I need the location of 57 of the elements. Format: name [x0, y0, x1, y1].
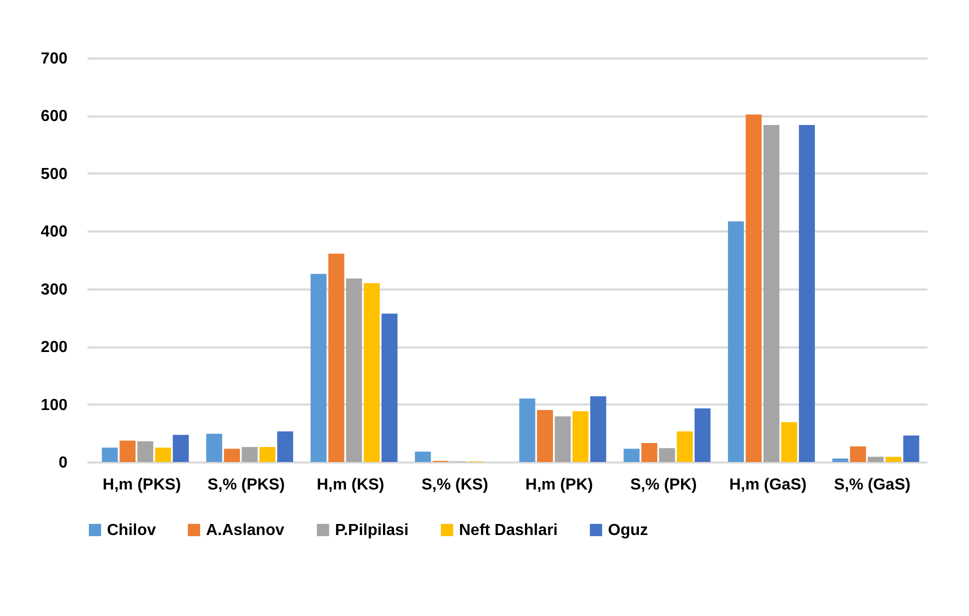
bar	[903, 435, 920, 462]
bar	[746, 114, 762, 462]
x-tick-label: H,m (KS)	[316, 476, 384, 494]
bar	[382, 314, 398, 462]
x-tick-label: S,% (PK)	[630, 476, 697, 494]
bar	[120, 440, 136, 462]
bar	[763, 124, 780, 462]
bar	[242, 446, 258, 462]
legend-label: Oguz	[608, 522, 648, 539]
bar	[676, 431, 693, 462]
bar	[781, 422, 798, 462]
bar	[641, 442, 658, 462]
y-tick-label: 300	[40, 281, 68, 298]
bar	[137, 441, 154, 462]
y-tick-label: 100	[40, 396, 68, 414]
legend-label: Neft Dashlari	[459, 522, 558, 539]
bar	[519, 398, 536, 462]
bar	[155, 448, 172, 462]
y-tick-label: 500	[40, 166, 68, 183]
legend-label: A.Aslanov	[206, 522, 284, 539]
y-tick-label: 600	[40, 108, 68, 126]
bar	[277, 431, 294, 462]
bar	[832, 458, 848, 462]
bar	[886, 456, 902, 462]
bar	[172, 434, 189, 462]
bar	[224, 448, 240, 462]
bar	[364, 283, 380, 462]
y-tick-label: 200	[40, 339, 68, 356]
bar	[310, 274, 327, 462]
x-tick-label: S,% (PKS)	[207, 476, 285, 494]
bar	[259, 446, 276, 462]
bar	[206, 434, 222, 462]
bar	[659, 448, 676, 462]
bar	[728, 221, 744, 462]
bar	[414, 452, 431, 462]
bar	[554, 416, 571, 462]
x-tick-label: S,% (GaS)	[834, 476, 910, 494]
legend-label: P.Pilpilasi	[335, 522, 409, 539]
x-tick-label: H,m (PK)	[525, 476, 593, 494]
bar	[624, 448, 640, 462]
bar	[590, 396, 606, 462]
bar	[102, 448, 118, 462]
y-tick-label: 700	[40, 50, 68, 68]
bar	[694, 408, 711, 462]
x-tick-label: H,m (PKS)	[102, 476, 181, 494]
bar	[850, 446, 866, 462]
y-tick-label: 400	[40, 224, 68, 241]
bar	[346, 278, 362, 462]
x-tick-label: H,m (GaS)	[729, 476, 807, 494]
x-tick-label: S,% (KS)	[421, 476, 488, 494]
y-tick-label: 0	[58, 454, 68, 472]
bar	[868, 456, 884, 462]
bar	[572, 411, 588, 462]
legend-label: Chilov	[107, 522, 156, 539]
bar	[328, 254, 344, 462]
bar	[798, 124, 815, 462]
bar	[537, 410, 553, 462]
